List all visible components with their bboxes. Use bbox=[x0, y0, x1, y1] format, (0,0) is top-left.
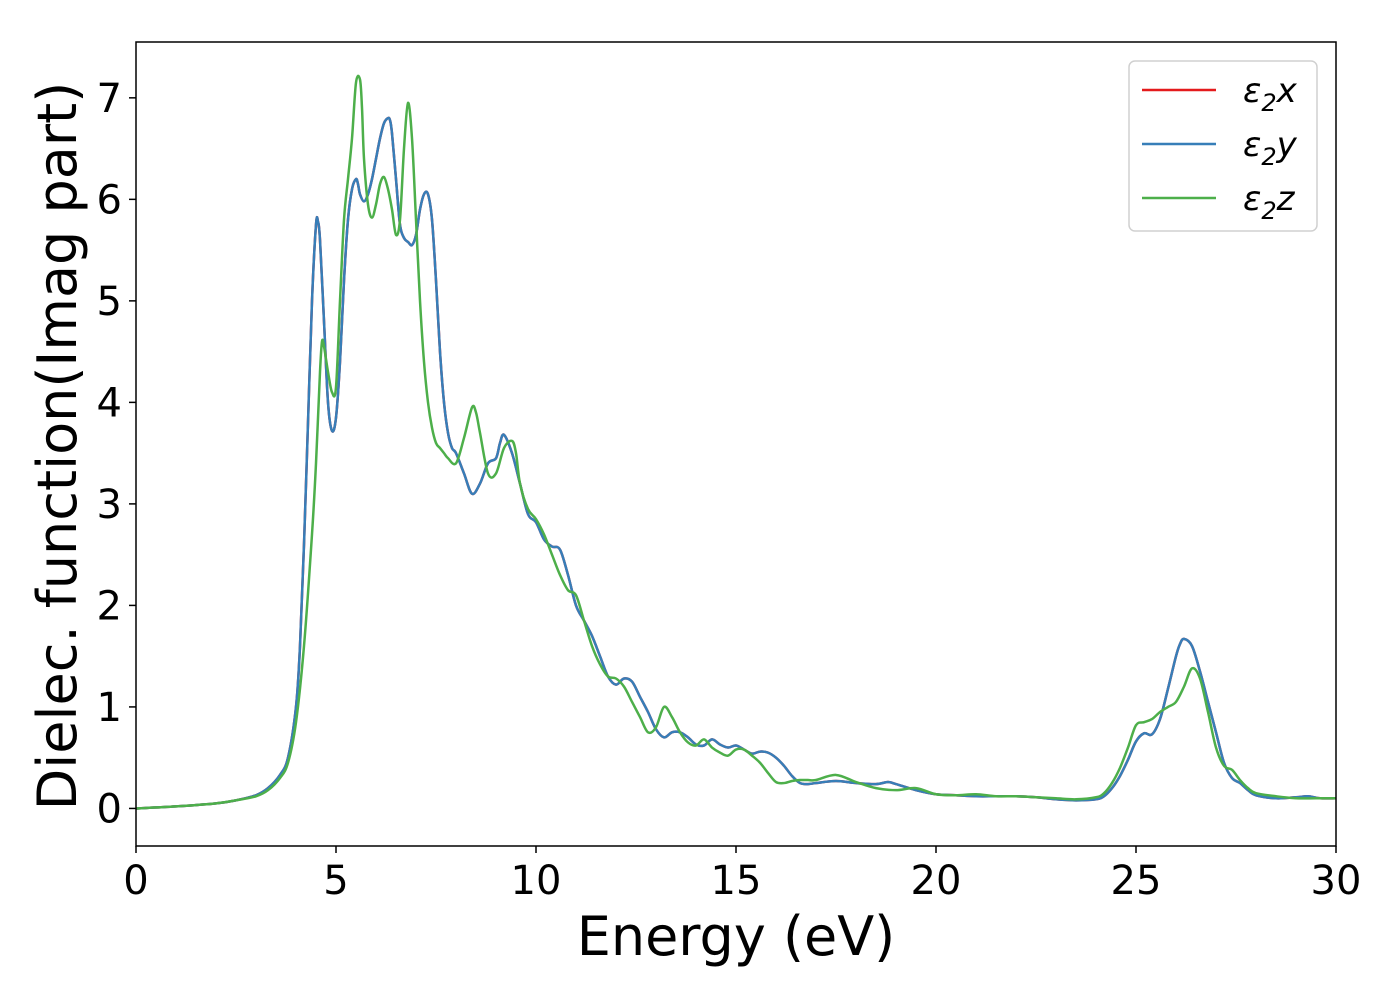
y-tick-label: 5 bbox=[97, 279, 122, 325]
series-line-z bbox=[136, 74, 1336, 810]
x-axis-label: Energy (eV) bbox=[577, 905, 896, 968]
y-tick-label: 0 bbox=[97, 786, 122, 832]
x-tick-label: 30 bbox=[1311, 858, 1362, 904]
y-tick-label: 4 bbox=[97, 380, 122, 426]
x-tick-label: 0 bbox=[123, 858, 148, 904]
y-tick-label: 1 bbox=[97, 685, 122, 731]
x-tick-label: 25 bbox=[1111, 858, 1162, 904]
y-tick-label: 6 bbox=[97, 177, 122, 223]
x-tick-label: 20 bbox=[911, 858, 962, 904]
legend-label-z: ε2z bbox=[1243, 179, 1296, 225]
legend-label-y: ε2y bbox=[1243, 125, 1298, 171]
x-tick-label: 5 bbox=[323, 858, 348, 904]
y-tick-label: 7 bbox=[97, 76, 122, 122]
plot-lines bbox=[136, 74, 1336, 810]
y-tick-label: 2 bbox=[97, 583, 122, 629]
x-tick-label: 10 bbox=[511, 858, 562, 904]
x-axis-ticks: 0 5 10 15 20 25 30 bbox=[123, 846, 1361, 904]
legend-box bbox=[1128, 60, 1318, 232]
y-axis-label: Dielec. function(Imag part) bbox=[26, 82, 89, 811]
y-tick-label: 3 bbox=[97, 482, 122, 528]
legend: ε2x ε2y ε2z bbox=[1128, 60, 1318, 232]
legend-label-x: ε2x bbox=[1243, 71, 1298, 117]
y-axis-ticks: 0 1 2 3 4 5 6 7 bbox=[97, 76, 136, 832]
x-tick-label: 15 bbox=[711, 858, 762, 904]
